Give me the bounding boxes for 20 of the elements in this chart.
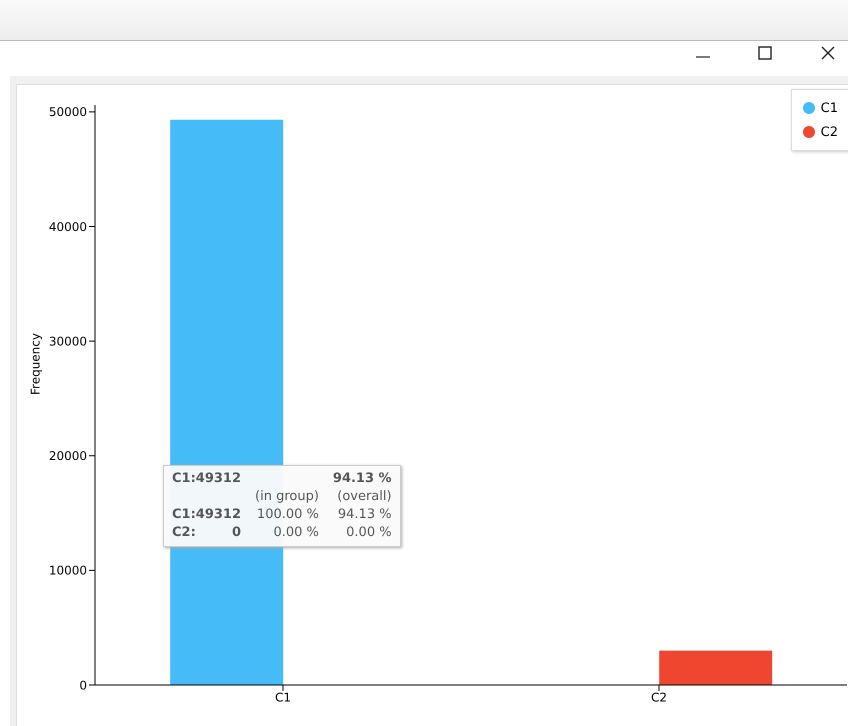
annotation: (in group) <box>255 488 319 506</box>
annotation: 94.13 % <box>332 470 392 488</box>
y-tick-label: 20000 <box>48 449 87 464</box>
y-tick-label: 10000 <box>48 564 87 578</box>
legend-label: C2 <box>820 124 838 140</box>
y-tick-label: 0 <box>79 678 87 692</box>
annotation: C1:49312 <box>172 506 242 524</box>
legend-label: C1 <box>820 100 838 116</box>
annotation: 100.00 % <box>256 506 319 524</box>
y-axis-title: Frequency <box>28 333 42 395</box>
annotation: (overall) <box>336 488 392 506</box>
annotation: 94.13 % <box>336 506 392 524</box>
annotation: 0.00 % <box>272 524 319 542</box>
y-tick-label: 30000 <box>48 334 87 348</box>
annotation: C2: <box>172 524 197 542</box>
y-tick-label: 40000 <box>48 220 87 234</box>
y-tick-label: 50000 <box>48 105 87 120</box>
annotation: 0.00 % <box>345 524 392 542</box>
annotation: C1:49312 <box>172 470 242 488</box>
annotation: 0 <box>230 524 242 542</box>
